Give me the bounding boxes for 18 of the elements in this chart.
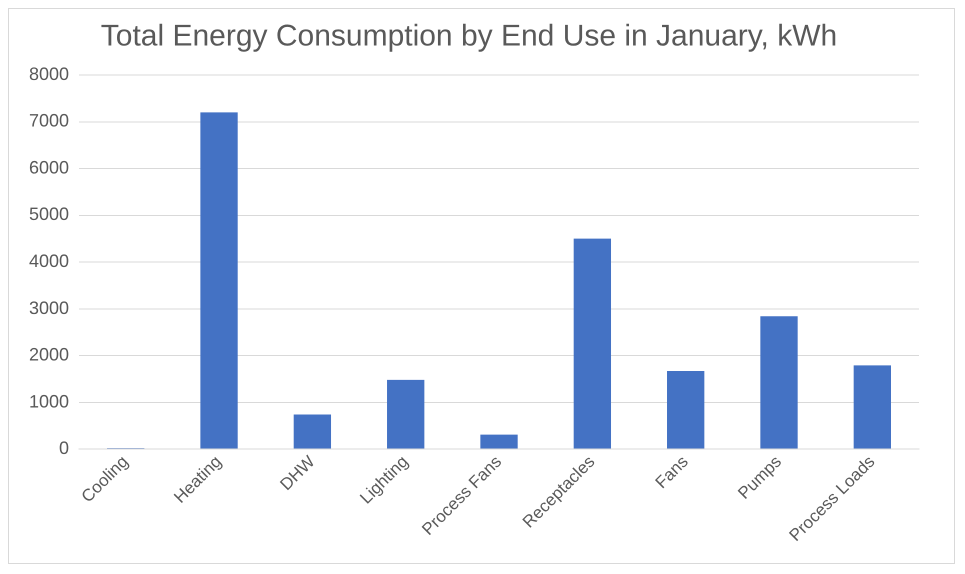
y-tick-label: 7000 (28, 110, 70, 131)
y-tick-label: 6000 (28, 157, 70, 178)
bar (574, 238, 612, 449)
y-tick-label: 5000 (28, 204, 70, 224)
y-tick-label: 8000 (28, 64, 70, 84)
y-tick-label: 1000 (28, 391, 70, 412)
y-tick-label: 3000 (28, 298, 70, 318)
bar (387, 380, 424, 449)
y-tick-label: 2000 (28, 344, 70, 365)
y-tick-label: 0 (59, 438, 70, 458)
bar (760, 316, 798, 449)
bar (480, 434, 518, 449)
bar (854, 365, 891, 449)
bar (294, 414, 332, 449)
bar (200, 112, 238, 449)
y-tick-label: 4000 (28, 251, 70, 271)
chart-title: Total Energy Consumption by End Use in January, kWh (100, 19, 838, 52)
bar (667, 370, 704, 449)
